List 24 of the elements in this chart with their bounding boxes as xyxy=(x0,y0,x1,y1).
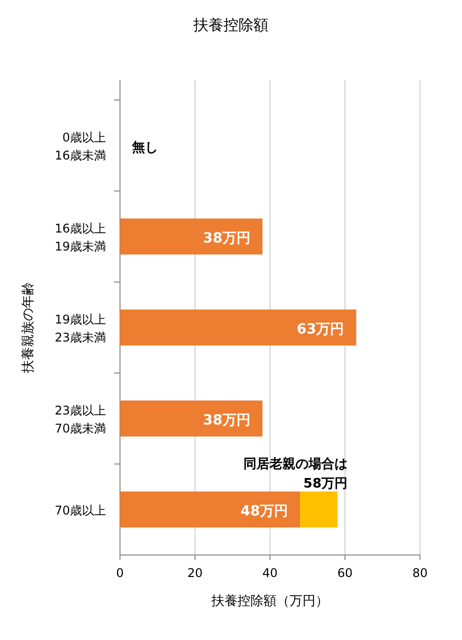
x-tick-label: 0 xyxy=(116,566,124,580)
y-tick-label: 19歳以上 23歳未満 xyxy=(54,312,106,344)
x-tick-label: 20 xyxy=(187,566,203,580)
data-label: 63万円 xyxy=(296,322,344,338)
data-label: 無し xyxy=(131,140,158,156)
bar xyxy=(300,492,338,528)
data-label: 38万円 xyxy=(203,230,250,246)
y-tick-label: 0歳以上 16歳未満 xyxy=(54,130,106,162)
bar xyxy=(120,310,356,346)
annotation: 同居老親の場合は 58万円 xyxy=(244,456,348,492)
bar xyxy=(120,400,262,436)
y-tick-label: 16歳以上 19歳未満 xyxy=(54,222,106,254)
data-label: 48万円 xyxy=(240,504,288,520)
y-axis-title: 扶養親族の年齢 xyxy=(21,282,36,374)
x-tick-label: 60 xyxy=(337,566,353,580)
x-tick-label: 80 xyxy=(412,566,428,580)
bar xyxy=(120,218,262,254)
x-tick-label: 40 xyxy=(262,566,278,580)
y-tick-label: 23歳以上 70歳未満 xyxy=(54,404,106,436)
y-tick-label: 70歳以上 xyxy=(54,504,106,518)
bar xyxy=(120,492,300,528)
x-axis-title: 扶養控除額（万円） xyxy=(210,594,328,609)
chart-title: 扶養控除額 xyxy=(192,16,268,34)
data-label: 38万円 xyxy=(203,412,250,428)
